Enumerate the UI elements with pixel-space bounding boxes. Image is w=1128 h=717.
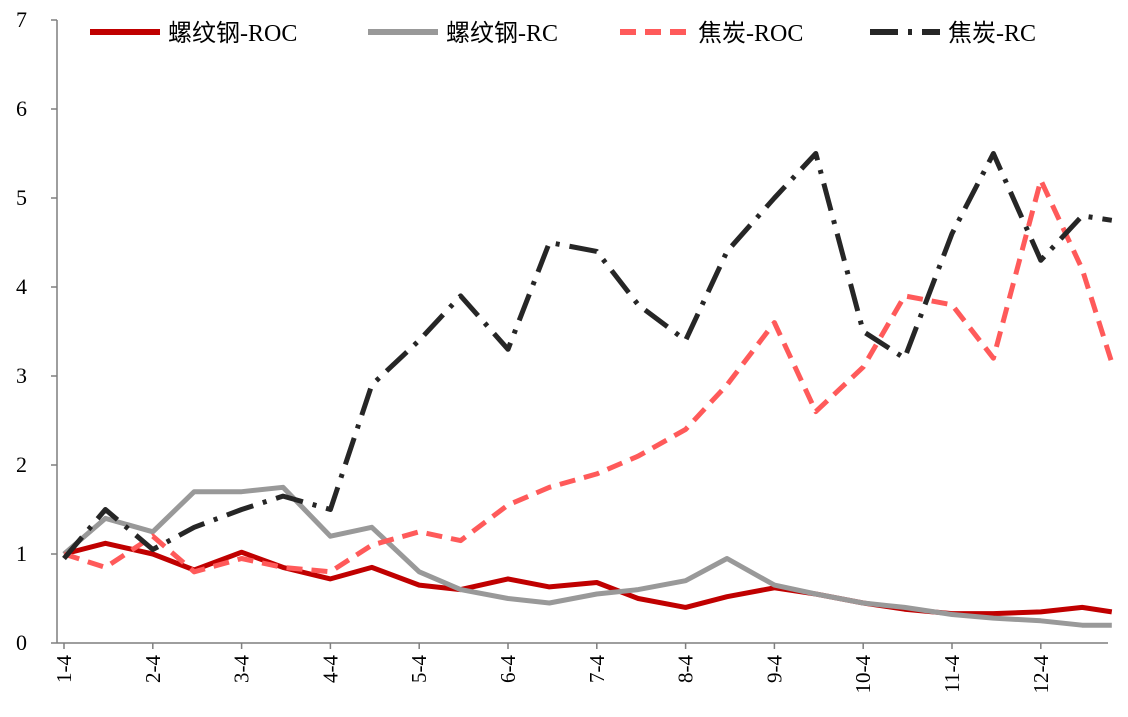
y-tick-label: 4 [16,274,27,299]
x-tick-label: 9-4 [762,655,786,683]
legend: 螺纹钢-ROC 螺纹钢-RC 焦炭-ROC 焦炭-RC [90,20,1036,47]
x-tick-label: 2-4 [141,655,165,683]
x-tick-label: 11-4 [940,655,964,693]
x-tick-label: 6-4 [496,655,520,683]
x-tick-label: 12-4 [1029,655,1053,694]
legend-label-4: 焦炭-RC [948,20,1036,47]
y-tick-label: 2 [16,452,27,477]
x-tick-label: 3-4 [230,655,254,683]
y-tick-label: 6 [16,96,27,121]
series-line-2 [62,484,1112,628]
series-layer [62,151,1115,628]
x-tick-label: 7-4 [585,655,609,683]
y-tick-label: 1 [16,541,27,566]
y-tick-label: 7 [16,7,27,32]
y-tick-label: 0 [16,630,27,655]
legend-label-2: 螺纹钢-RC [446,20,558,47]
series-line-3 [63,177,1115,575]
x-tick-label: 10-4 [851,655,875,694]
y-tick-label: 5 [16,185,27,210]
legend-label-1: 螺纹钢-ROC [168,20,297,47]
x-tick-label: 5-4 [407,655,431,683]
x-tick-label: 8-4 [674,655,698,683]
axes: 0 1 2 3 4 5 6 7 1-4 2-4 3-4 4-4 5-4 6-4 7-4 8-4 9-4 10-4 1… [16,7,1108,694]
series-line-1 [63,540,1113,617]
y-tick-label: 3 [16,363,27,388]
x-tick-label: 4-4 [318,655,342,683]
legend-label-3: 焦炭-ROC [698,20,803,47]
x-tick-label: 1-4 [52,655,76,683]
series-line-4 [62,151,1113,561]
